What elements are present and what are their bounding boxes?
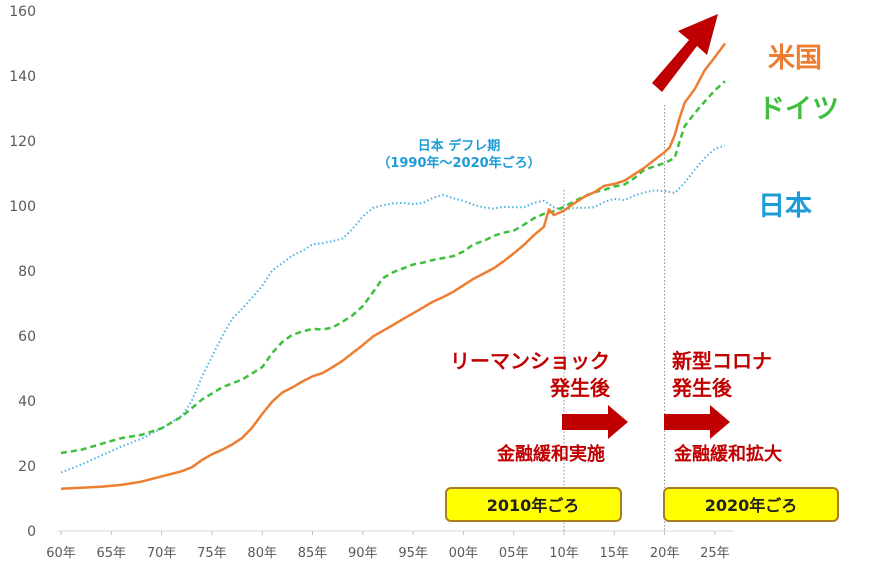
corona-label-line1: 新型コロナ	[672, 349, 772, 373]
lehman-period-label: 2010年ごろ	[487, 496, 580, 515]
x-tick-label: 10年	[549, 546, 579, 561]
y-tick-label: 140	[9, 69, 36, 85]
corona-action: 金融緩和拡大	[673, 443, 782, 465]
lehman-label-line2: 発生後	[549, 376, 611, 400]
x-tick-label: 15年	[600, 546, 630, 561]
y-tick-label: 20	[18, 459, 36, 475]
x-tick-label: 60年	[46, 546, 76, 561]
y-tick-label: 160	[9, 4, 36, 20]
series-lines	[60, 42, 727, 491]
x-tick-label: 80年	[247, 546, 277, 561]
lehman-action: 金融緩和実施	[496, 443, 605, 465]
y-tick-label: 100	[9, 199, 36, 215]
x-tick-label: 75年	[197, 546, 227, 561]
x-tick-label: 00年	[449, 546, 479, 561]
corona-period-box	[663, 487, 839, 522]
y-axis: 0 20 40 60 80 100 120 140 160	[9, 4, 36, 540]
x-tick-label: 70年	[147, 546, 177, 561]
y-tick-label: 40	[18, 394, 36, 410]
series-label-germany: ドイツ	[758, 94, 839, 125]
y-tick-label: 120	[9, 134, 36, 150]
x-tick-label: 85年	[298, 546, 328, 561]
reference-lines	[563, 105, 666, 531]
x-tick-label: 20年	[650, 546, 680, 561]
series-line-us	[60, 42, 727, 491]
y-tick-label: 0	[27, 524, 36, 540]
x-axis: 60年 65年 70年 75年 80年 85年 90年 95年 00年 05年 10年 15年 20年 2…	[46, 530, 734, 561]
series-line-germany	[60, 80, 726, 455]
rising-arrow	[652, 14, 718, 92]
lehman-period-box	[445, 487, 622, 522]
series-label-us: 米国	[768, 43, 822, 74]
x-tick-label: 65年	[97, 546, 127, 561]
corona-period-label: 2020年ごろ	[705, 496, 798, 515]
y-tick-label: 60	[18, 329, 36, 345]
x-tick-label: 90年	[348, 546, 378, 561]
corona-arrow	[664, 405, 730, 439]
x-tick-label: 05年	[499, 546, 529, 561]
deflation-period: （1990年～2020年ごろ）	[377, 155, 540, 171]
deflation-title: 日本 デフレ期	[418, 138, 501, 154]
x-tick-label: 95年	[398, 546, 428, 561]
lehman-label-line1: リーマンショック	[450, 349, 610, 373]
corona-label-line2: 発生後	[671, 376, 733, 400]
series-label-japan: 日本	[758, 191, 812, 222]
x-tick-label: 25年	[700, 546, 730, 561]
y-tick-label: 80	[18, 264, 36, 280]
lehman-arrow	[562, 405, 628, 439]
